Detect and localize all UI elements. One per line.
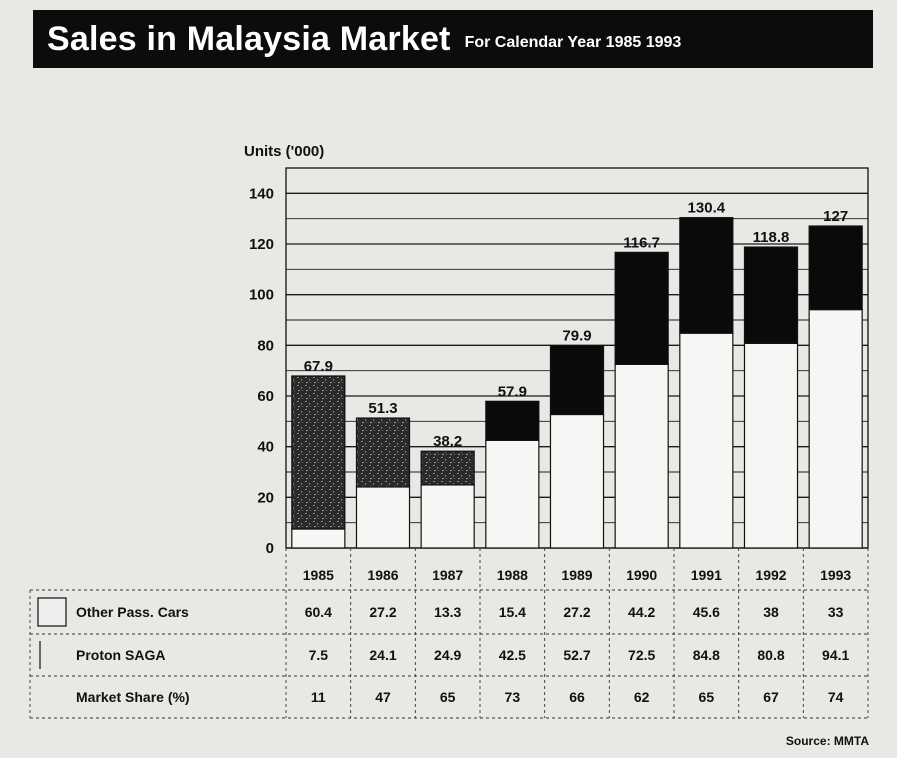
bar-other-pass-cars — [679, 217, 734, 334]
table-cell: 27.2 — [563, 604, 590, 620]
table-cell: 47 — [375, 689, 391, 705]
title-bar: Sales in Malaysia Market For Calendar Ye… — [33, 10, 873, 68]
bar-layer: 67.9 51.3 38.2 57.9 79.9 116.7 130.4 118.8 127 — [291, 200, 863, 549]
x-tick-label: 1985 — [303, 567, 334, 583]
bar-proton-saga — [291, 528, 346, 549]
bar-proton-saga — [679, 332, 734, 549]
x-tick-label: 1986 — [367, 567, 398, 583]
y-tick-label: 40 — [257, 439, 274, 456]
table-cell: 66 — [569, 689, 585, 705]
table-cell: 24.1 — [369, 647, 396, 663]
bar-total-label: 51.3 — [368, 400, 397, 417]
bar-proton-saga — [355, 486, 411, 549]
table-cell: 72.5 — [628, 647, 655, 663]
table-row-label: Proton SAGA — [76, 647, 165, 663]
x-tick-label: 1988 — [497, 567, 528, 583]
bar-proton-saga — [614, 363, 669, 549]
table-cell: 15.4 — [499, 604, 526, 620]
bar-other-pass-cars — [614, 251, 669, 365]
table-cell: 74 — [828, 689, 844, 705]
bar-total-label: 130.4 — [688, 200, 726, 217]
legend-swatch-other-pass-cars — [37, 597, 67, 627]
bar-total-label: 67.9 — [304, 358, 333, 375]
table-cell: 52.7 — [563, 647, 590, 663]
table-cell: 33 — [828, 604, 844, 620]
bar-other-pass-cars — [291, 375, 346, 530]
table-cell: 94.1 — [822, 647, 849, 663]
y-axis-label: Units ('000) — [244, 143, 324, 160]
table-cell: 7.5 — [309, 647, 329, 663]
table-row-label: Other Pass. Cars — [76, 604, 189, 620]
bar-proton-saga — [743, 342, 799, 549]
bar-proton-saga — [420, 484, 475, 549]
bar-other-pass-cars — [549, 344, 605, 416]
x-tick-label: 1993 — [820, 567, 851, 583]
y-tick-label: 20 — [257, 489, 274, 506]
bar-total-label: 118.8 — [753, 229, 790, 246]
bar-total-label: 79.9 — [562, 328, 591, 345]
y-tick-label: 60 — [257, 388, 274, 405]
axis-layer: Units ('000) 0 20 40 60 80 100 120 140 1985 1986 19… — [244, 143, 851, 583]
bar-proton-saga — [485, 439, 540, 549]
table-cell: 11 — [311, 689, 326, 705]
chart-title: Sales in Malaysia Market — [47, 19, 451, 58]
x-tick-label: 1990 — [626, 567, 657, 583]
table-cell: 24.9 — [434, 647, 461, 663]
y-tick-label: 80 — [257, 337, 274, 354]
data-table: Other Pass. Cars 60.4 27.2 13.3 15.4 27.2 44.2… — [29, 548, 869, 719]
bar-total-label: 57.9 — [498, 383, 527, 400]
bar-proton-saga — [549, 413, 605, 549]
bar-total-label: 116.7 — [623, 234, 660, 251]
x-tick-label: 1992 — [755, 567, 786, 583]
x-tick-label: 1989 — [561, 567, 592, 583]
table-cell: 65 — [440, 689, 456, 705]
bar-other-pass-cars — [808, 225, 863, 311]
table-cell: 42.5 — [499, 647, 526, 663]
table-cell: 44.2 — [628, 604, 655, 620]
bar-other-pass-cars — [355, 417, 411, 488]
x-tick-label: 1987 — [432, 567, 463, 583]
table-cell: 84.8 — [693, 647, 720, 663]
table-row-label: Market Share (%) — [76, 689, 190, 705]
table-cell: 67 — [763, 689, 779, 705]
table-cell: 65 — [699, 689, 715, 705]
bar-other-pass-cars — [743, 246, 799, 344]
table-cell: 45.6 — [693, 604, 720, 620]
table-cell: 80.8 — [757, 647, 784, 663]
table-cell: 27.2 — [369, 604, 396, 620]
chart-subtitle: For Calendar Year 1985 1993 — [464, 34, 682, 51]
table-cell: 62 — [634, 689, 650, 705]
bar-other-pass-cars — [485, 400, 540, 441]
table-cell: 73 — [505, 689, 521, 705]
y-tick-label: 140 — [249, 185, 274, 202]
source-note: Source: MMTA — [785, 734, 869, 748]
bar-total-label: 38.2 — [433, 433, 462, 450]
y-tick-label: 120 — [249, 236, 274, 253]
y-tick-label: 100 — [249, 287, 274, 304]
table-cell: 38 — [763, 604, 779, 620]
table-cell: 60.4 — [305, 604, 332, 620]
bar-total-label: 127 — [823, 208, 848, 225]
table-cell: 13.3 — [434, 604, 461, 620]
x-tick-label: 1991 — [691, 567, 722, 583]
bar-other-pass-cars — [420, 450, 475, 486]
bar-proton-saga — [808, 309, 863, 549]
y-tick-label: 0 — [266, 540, 274, 557]
